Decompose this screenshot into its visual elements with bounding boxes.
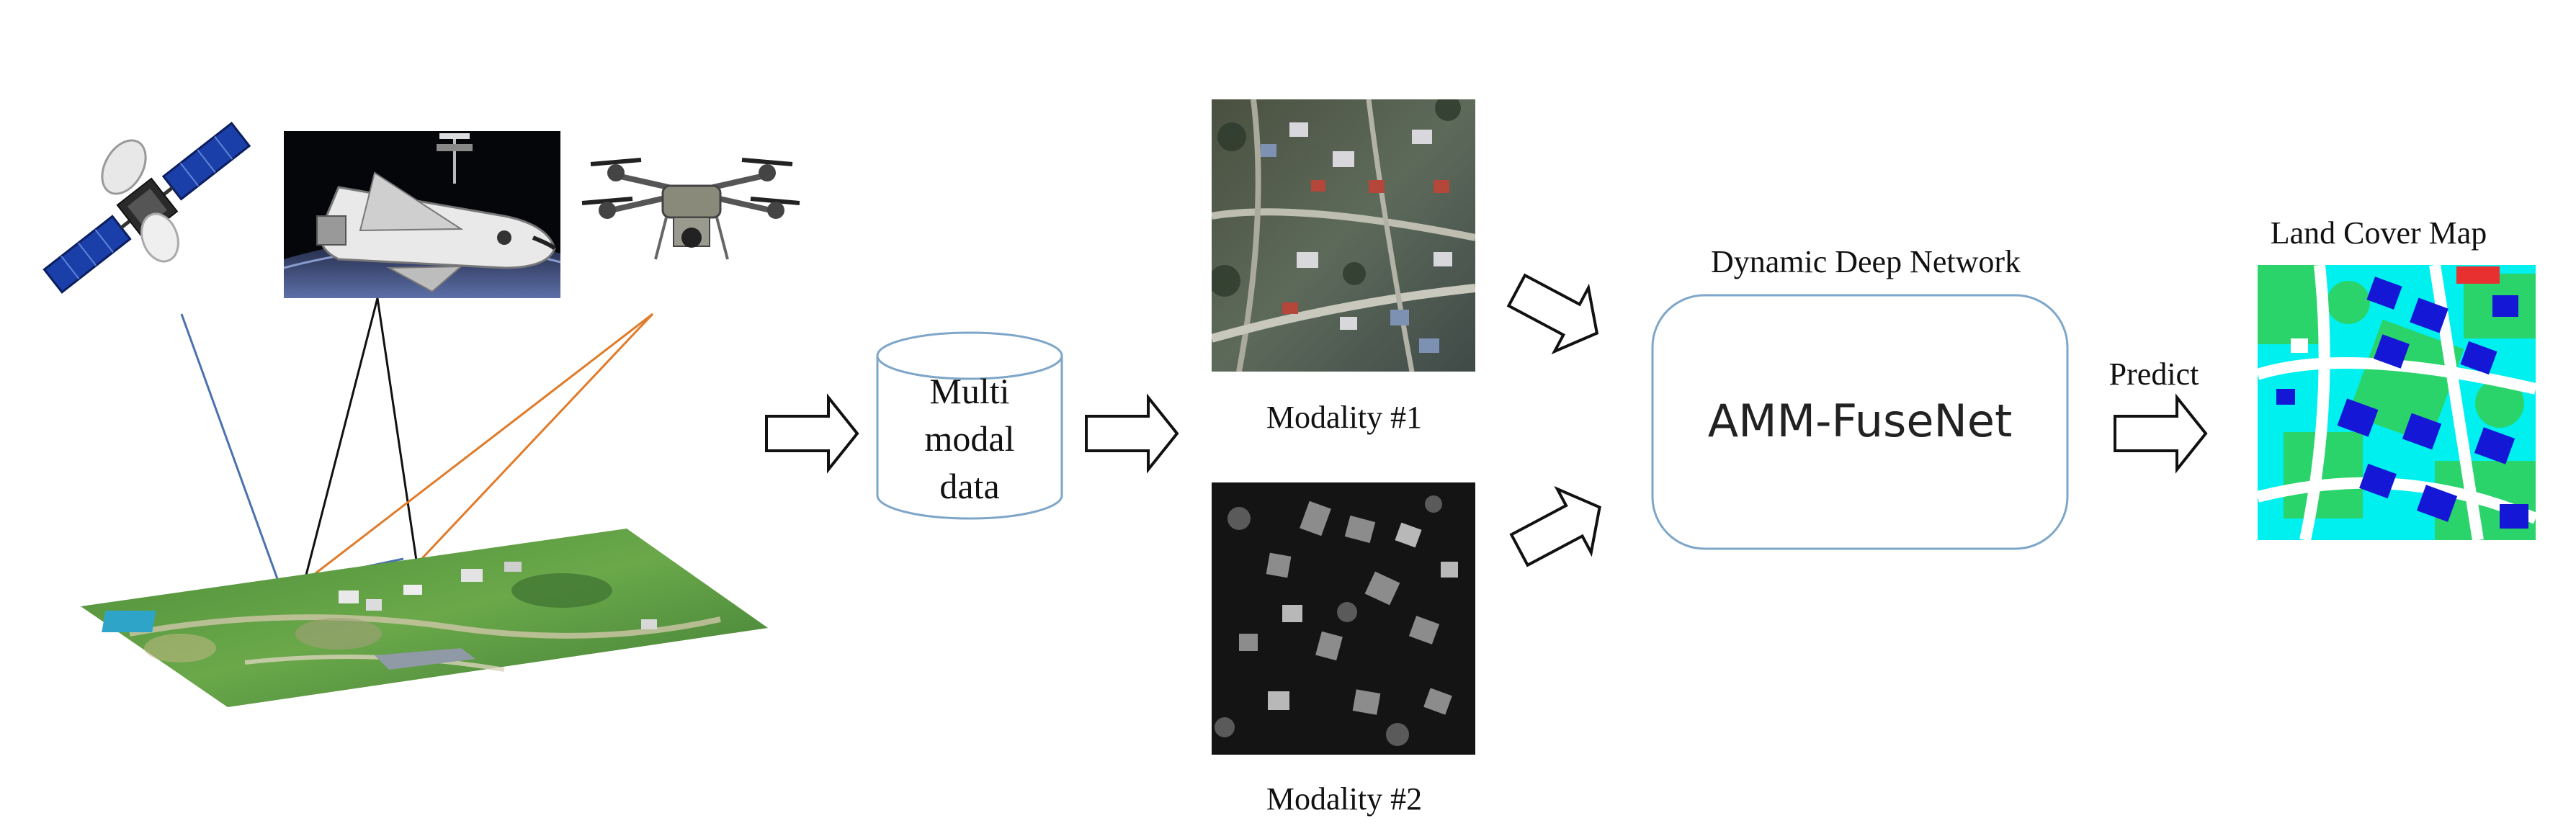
database-label-line3: data: [939, 466, 999, 506]
predict-label: Predict: [2109, 356, 2199, 392]
modality2-label: Modality #2: [1266, 781, 1422, 817]
database-label-line1: Multi: [929, 371, 1009, 411]
arrow-modality1-to-network: [1506, 273, 1599, 355]
network-box: [1651, 294, 2069, 550]
database-label-line2: modal: [925, 418, 1015, 459]
land-cover-map-image: [2258, 265, 2536, 540]
aerial-terrain-icon: [81, 529, 768, 707]
shuttle-rays: [303, 297, 418, 584]
satellite-rays: [180, 313, 404, 586]
network-title: Dynamic Deep Network: [1711, 244, 2021, 279]
land-cover-title: Land Cover Map: [2271, 215, 2487, 251]
modality1-label: Modality #1: [1266, 400, 1422, 435]
multimodal-database-icon: [876, 331, 1063, 520]
arrow-to-database: [765, 393, 859, 474]
arrow-predict: [2114, 393, 2208, 474]
network-name: AMM-FuseNet: [1708, 395, 2013, 447]
modality1-image: [1212, 99, 1475, 372]
modality2-image: [1212, 482, 1475, 755]
arrow-modality2-to-network: [1509, 485, 1601, 567]
space-shuttle-icon: [283, 131, 561, 298]
satellite-icon: [43, 121, 251, 294]
arrow-to-modalities: [1085, 393, 1179, 474]
drone-rays: [302, 313, 654, 585]
drone-icon: [581, 158, 800, 260]
